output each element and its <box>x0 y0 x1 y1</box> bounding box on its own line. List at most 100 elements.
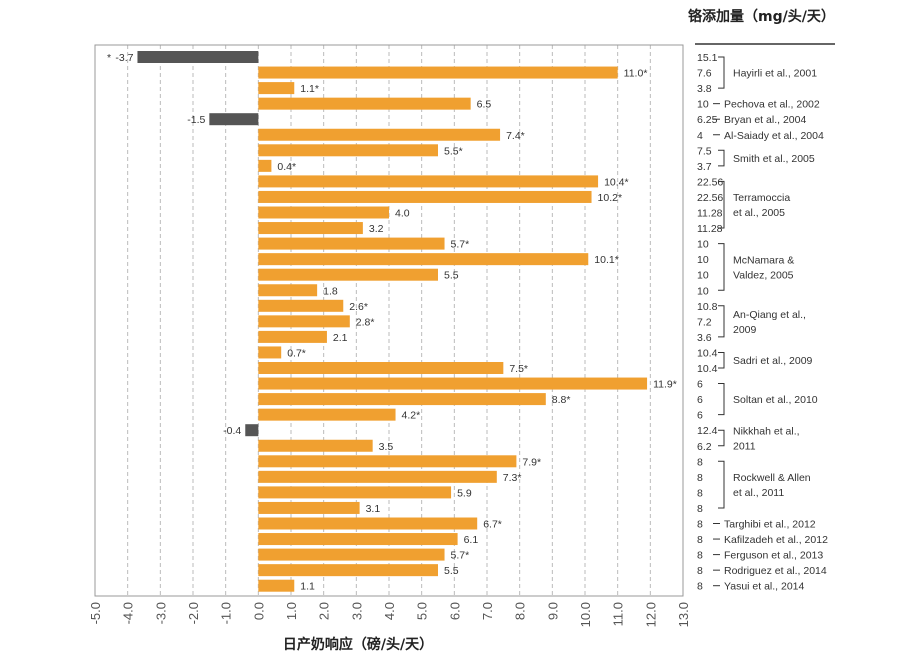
x-tick-label: 6.0 <box>447 602 462 620</box>
bar <box>258 548 445 561</box>
study-reference: Rodriguez et al., 2014 <box>724 565 827 577</box>
bar <box>258 377 648 390</box>
bar-value-label: 2.6* <box>349 301 368 313</box>
bar-value-label: 4.0 <box>395 208 410 220</box>
x-tick-label: 3.0 <box>349 602 364 620</box>
reference-bracket <box>718 243 725 291</box>
bar-value-label: 6.5 <box>477 99 492 111</box>
dose-label: 7.5 <box>697 145 712 157</box>
x-tick-label: -5.0 <box>88 602 103 624</box>
bar-value-label: 10.2* <box>598 192 623 204</box>
study-reference: Terramoccia <box>733 192 790 204</box>
reference-bracket <box>718 351 725 369</box>
study-reference: Sadri et al., 2009 <box>733 355 813 367</box>
bar <box>258 66 618 79</box>
bar-value-label: 5.5 <box>444 270 459 282</box>
bar <box>258 362 504 374</box>
study-reference: Bryan et al., 2004 <box>724 114 806 126</box>
bar-value-label: 11.0* <box>624 68 648 80</box>
dose-label: 11.28 <box>697 208 723 220</box>
bar <box>258 222 363 235</box>
reference-bracket <box>718 149 725 167</box>
bar <box>258 128 501 141</box>
bar <box>258 315 350 328</box>
dose-label: 10 <box>697 285 709 297</box>
x-axis-label: 日产奶响应（磅/头/天） <box>282 637 434 653</box>
reference-bracket <box>718 429 725 447</box>
bar <box>258 393 546 406</box>
grid-lines <box>127 45 651 596</box>
bar <box>258 564 438 577</box>
study-reference: Yasui et al., 2014 <box>724 581 805 593</box>
study-reference: Ferguson et al., 2013 <box>724 550 823 562</box>
dose-label: 8 <box>697 503 703 515</box>
dose-label: 10.4 <box>697 363 718 375</box>
reference-bracket <box>718 180 725 229</box>
bar-value-label: -1.5 <box>187 114 205 126</box>
bar <box>258 346 282 359</box>
x-tick-label: 10.0 <box>578 602 593 627</box>
bar <box>258 501 360 514</box>
bar-value-label: 8.8* <box>552 394 571 406</box>
x-tick-label: 9.0 <box>545 602 560 620</box>
dose-label: 8 <box>697 487 703 499</box>
bar <box>258 144 438 157</box>
bar <box>245 424 259 437</box>
dose-label: 8 <box>697 581 703 593</box>
dose-label: 6.25 <box>697 114 718 126</box>
dose-label: 8 <box>697 565 703 577</box>
bar <box>258 97 471 110</box>
dose-label: 22.56 <box>697 176 723 188</box>
dose-label: 10 <box>697 99 709 111</box>
bar-value-label: 11.9* <box>653 379 677 391</box>
bar-value-label: 0.4* <box>277 161 296 173</box>
x-tick-label: -1.0 <box>219 602 234 624</box>
dose-label: 10 <box>697 254 709 266</box>
study-reference: Kafilzadeh et al., 2012 <box>724 534 828 546</box>
x-tick-labels: -5.0 -4.0 -3.0 -2.0 -1.0 0.0 1.0 2.0 3.0 4.0 5.0 6.… <box>88 602 691 627</box>
study-reference: et al., 2005 <box>733 207 785 219</box>
dose-label: 4 <box>697 130 703 142</box>
x-tick-label: -4.0 <box>121 602 136 624</box>
bar <box>258 517 478 530</box>
bar-value-label: 0.7* <box>287 347 306 359</box>
bar <box>258 206 389 219</box>
bar-value-label: 10.4* <box>604 176 629 188</box>
study-reference: Hayirli et al., 2001 <box>733 68 817 80</box>
bar-value-label: 5.7* <box>451 550 470 562</box>
bar-value-label: 2.1 <box>333 332 348 344</box>
reference-bracket <box>718 383 725 416</box>
dose-label: 3.6 <box>697 332 712 344</box>
bar-value-label: 3.5 <box>379 441 394 453</box>
bar-value-label: 1.1* <box>300 83 319 95</box>
study-reference: Soltan et al., 2010 <box>733 394 818 406</box>
bar-value-label: 3.2 <box>369 223 384 235</box>
study-reference: Smith et al., 2005 <box>733 153 815 165</box>
x-tick-label: 11.0 <box>611 602 626 626</box>
bar <box>258 284 318 297</box>
study-reference: Targhibi et al., 2012 <box>724 519 816 531</box>
bar <box>258 190 592 203</box>
bar <box>258 439 373 452</box>
bar-value-label: 7.4* <box>506 130 525 142</box>
plot-frame <box>94 44 684 597</box>
bar <box>258 299 344 312</box>
dose-label: 11.28 <box>697 223 723 235</box>
dose-label: 6.2 <box>697 441 712 453</box>
study-reference: Rockwell & Allen <box>733 472 811 484</box>
bar <box>258 253 589 266</box>
dose-label: 8 <box>697 519 703 531</box>
bar <box>258 579 295 592</box>
dose-label: 3.7 <box>697 161 712 173</box>
dose-label: 8 <box>697 550 703 562</box>
dose-label: 6 <box>697 410 703 422</box>
bar <box>258 175 599 188</box>
bar-value-label: 7.3* <box>503 472 522 484</box>
bar <box>258 159 272 172</box>
study-reference: 2011 <box>733 440 756 452</box>
dose-labels: 15.1 7.6 3.8 10 6.25 4 7.5 3.7 22.56 22.56 11.28 11… <box>697 52 723 593</box>
x-tick-label: 5.0 <box>415 602 430 620</box>
dose-label: 15.1 <box>697 52 718 64</box>
bar-value-label: 5.5* <box>444 145 463 157</box>
